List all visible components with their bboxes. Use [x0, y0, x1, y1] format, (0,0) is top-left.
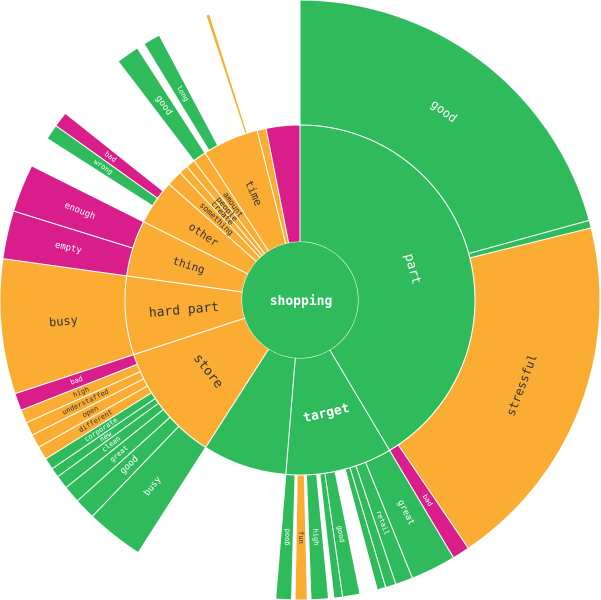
inner-label-hard-part: hard part — [148, 300, 220, 321]
root-node[interactable]: shopping — [242, 242, 358, 358]
root-circle[interactable] — [242, 242, 358, 358]
outer-label-fun: fun — [297, 531, 305, 544]
outer-label-busy: busy — [48, 313, 78, 330]
inner-ring — [124, 124, 476, 476]
outer-label-high: high — [311, 528, 320, 545]
outer-label-bad: bad — [69, 375, 84, 387]
outer-label-good: good — [335, 525, 346, 543]
outer-label-good: good — [283, 529, 292, 546]
root-label: shopping — [270, 294, 333, 309]
